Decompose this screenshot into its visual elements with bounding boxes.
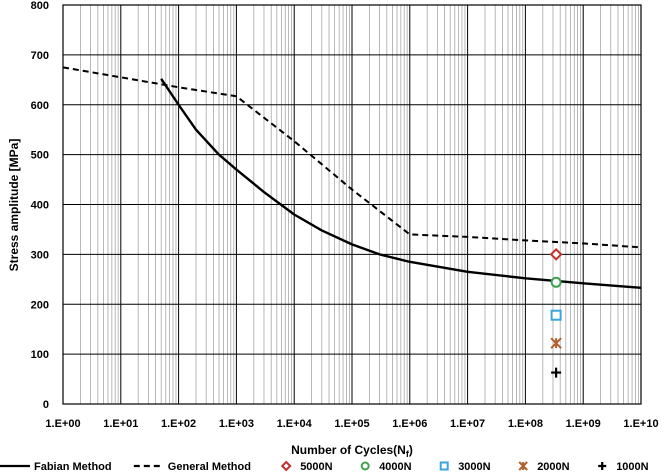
plot-frame [62, 4, 642, 405]
marker-4000n [550, 276, 562, 288]
legend-5000n-label: 5000N [300, 461, 332, 473]
y-axis-title: Stress amplitude [MPa] [7, 139, 21, 272]
marker-1000n [551, 367, 562, 378]
x-tick-labels: 1.E+00 1.E+01 1.E+02 1.E+03 1.E+04 1.E+05 1.E+… [45, 418, 658, 430]
x-tick-label: 1.E+00 [45, 418, 80, 430]
x-tick-label: 1.E+03 [219, 418, 254, 430]
legend-1000n-swatch [598, 462, 607, 470]
series-lines [62, 66, 642, 289]
legend-2000n: 2000N [518, 461, 570, 473]
x-tick-label: 1.E+04 [277, 418, 313, 430]
x-tick-label: 1.E+06 [392, 418, 427, 430]
y-tick-label: 700 [31, 50, 49, 62]
legend-3000n-swatch [439, 461, 449, 471]
legend-1000n-label: 1000N [616, 461, 648, 473]
plot-border [62, 4, 642, 405]
x-axis-title-end: ) [409, 443, 413, 457]
x-tick-label: 1.E+02 [161, 418, 196, 430]
marker-2000n [550, 337, 562, 349]
legend-4000n-label: 4000N [379, 461, 411, 473]
legend-general-method-label: General Method [168, 461, 251, 473]
y-tick-label: 500 [31, 150, 49, 162]
x-tick-label: 1.E+09 [566, 418, 601, 430]
marker-3000n [550, 309, 562, 321]
legend-2000n-swatch [518, 461, 528, 471]
x-axis-title: Number of Cycles(Nf) [291, 443, 413, 459]
marker-5000n [549, 247, 563, 261]
x-tick-label: 1.E+01 [103, 418, 138, 430]
fabian-method-line [160, 78, 642, 289]
x-tick-label: 1.E+05 [334, 418, 369, 430]
x-axis-title-main: Number of Cycles(N [291, 443, 406, 457]
y-tick-label: 400 [31, 200, 49, 212]
legend-4000n-swatch [360, 461, 370, 471]
y-tick-label: 800 [31, 0, 49, 12]
x-tick-label: 1.E+07 [450, 418, 485, 430]
legend-5000n: 5000N [280, 460, 333, 473]
legend: Fabian Method General Method 5000N 4000N 300… [0, 460, 649, 473]
y-tick-label: 100 [31, 349, 49, 361]
legend-2000n-label: 2000N [537, 461, 569, 473]
y-tick-label: 300 [31, 249, 49, 261]
y-tick-label: 600 [31, 100, 49, 112]
series-markers [549, 247, 563, 378]
x-tick-label: 1.E+10 [623, 418, 658, 430]
legend-4000n: 4000N [360, 461, 412, 473]
legend-5000n-swatch [280, 460, 292, 472]
y-tick-label: 0 [43, 399, 49, 411]
legend-1000n: 1000N [598, 461, 649, 473]
y-tick-label: 200 [31, 299, 49, 311]
legend-3000n-label: 3000N [458, 461, 490, 473]
x-tick-label: 1.E+08 [508, 418, 543, 430]
legend-fabian-method-label: Fabian Method [34, 461, 112, 473]
y-tick-labels: 0 100 200 300 400 500 600 700 800 [31, 0, 49, 411]
x-axis-title-subscript: f [406, 449, 410, 459]
legend-3000n: 3000N [439, 461, 491, 473]
legend-general-method: General Method [133, 461, 251, 473]
legend-fabian-method: Fabian Method [0, 461, 112, 473]
general-method-line [62, 66, 642, 249]
